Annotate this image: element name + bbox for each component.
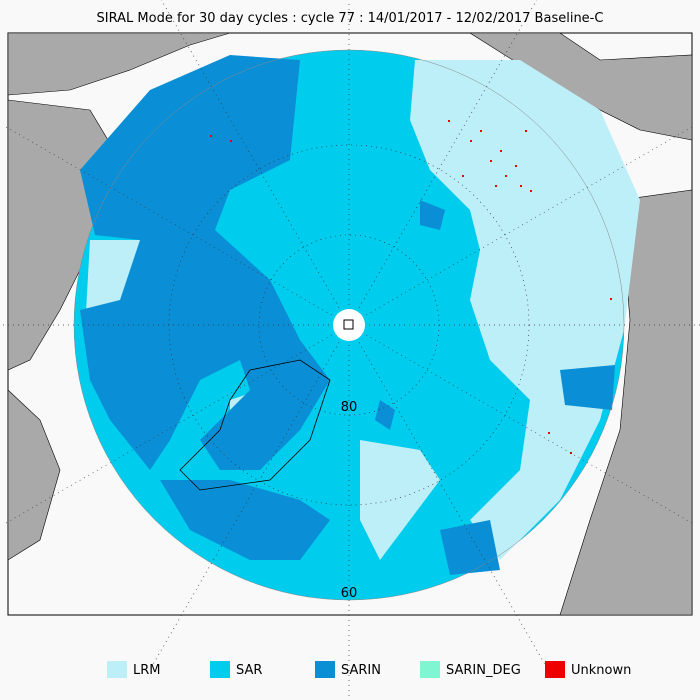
unknown-point [210,135,212,137]
unknown-point [505,175,507,177]
unknown-point [495,185,497,187]
land [7,389,61,561]
meridian [358,0,538,308]
land [559,189,693,616]
legend-label: SARIN_DEG [446,663,521,678]
unknown-point [470,140,472,142]
sarin-region [440,520,500,575]
unknown-point [548,432,550,434]
pole-hole [333,309,365,341]
coverage-disc [73,49,640,601]
land [7,32,231,96]
meridian [358,342,550,672]
legend-label: SARIN [341,663,381,678]
sarin-region [375,400,395,430]
pole-marker [343,319,354,330]
meridian [160,0,340,308]
meridian [366,334,696,526]
meridian [366,124,696,316]
parallel [258,234,440,416]
latitude-label: 80 [341,400,358,415]
unknown-point [480,130,482,132]
unknown-point [525,130,527,132]
lrm-region [410,60,640,560]
latitude-label: 60 [341,586,358,601]
legend-label: SAR [236,663,262,678]
legend-label: LRM [133,663,161,678]
legend-swatch [315,661,335,678]
sarin-region [160,480,330,560]
map-title: SIRAL Mode for 30 day cycles : cycle 77 … [97,11,604,26]
unknown-point [490,160,492,162]
unknown-point [520,185,522,187]
sarin-region [560,365,615,410]
legend-label: Unknown [571,663,631,678]
meridian [148,342,340,672]
unknown-point [610,298,612,300]
meridian [2,334,332,526]
legend-swatch [545,661,565,678]
meridian [2,124,332,316]
unknown-point [530,190,532,192]
parallel [168,144,530,506]
legend-swatch [210,661,230,678]
unknown-point [462,175,464,177]
legend: LRM SAR SARIN SARIN_DEG Unknown [107,661,631,678]
unknown-point [448,120,450,122]
unknown-point [230,140,232,142]
legend-swatch [420,661,440,678]
sarin-region [420,200,445,230]
unknown-point [515,165,517,167]
coastline [179,359,331,491]
unknown-point [500,150,502,152]
unknown-point [570,452,572,454]
legend-swatch [107,661,127,678]
lrm-region [360,440,440,560]
